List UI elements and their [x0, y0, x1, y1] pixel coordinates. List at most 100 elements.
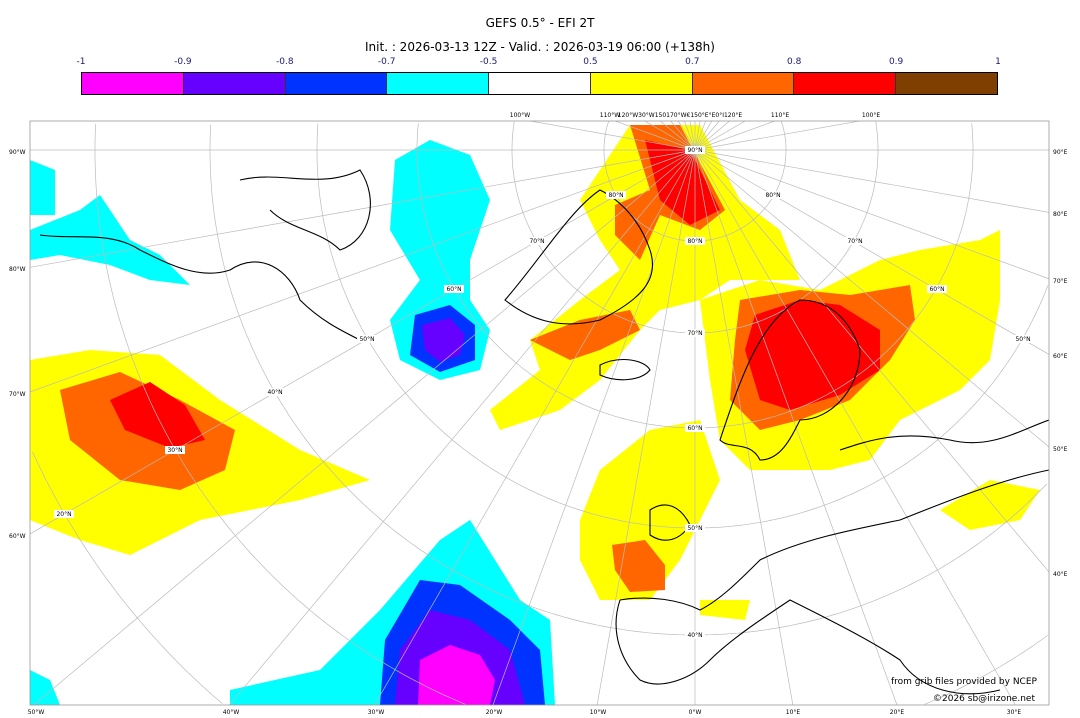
colorbar-segment: [183, 73, 286, 94]
meridian-line: [694, 149, 1016, 705]
graticule-label: 80°E: [1053, 211, 1068, 218]
latitude-circle: [316, 123, 695, 529]
meridian-line: [670, 121, 696, 151]
meridian-line: [694, 121, 701, 151]
label-background: [685, 631, 705, 639]
label-background: [685, 329, 705, 337]
graticule-label: 60°N: [929, 286, 944, 293]
coastline: [615, 599, 1001, 695]
meridian-line: [530, 121, 696, 151]
meridian-line: [615, 121, 696, 151]
efi-area-magenta: [418, 645, 495, 705]
graticule-label: 10°W: [590, 709, 607, 716]
label-background: [845, 237, 865, 245]
latitude-circle: [695, 483, 1048, 636]
latitude-circle: [94, 123, 466, 705]
meridian-line: [677, 121, 696, 151]
colorbar-tick: 0.7: [685, 57, 700, 67]
graticule-label: 80°N: [608, 192, 623, 199]
graticule-label: 120°W30°W150170°W€150°E°E0°I120°E: [618, 112, 743, 119]
coastline: [839, 419, 1049, 451]
latitude-circle: [695, 123, 974, 429]
graticule-label: 110°E: [771, 112, 789, 119]
meridian-line: [694, 121, 860, 151]
latitude-circle: [511, 121, 695, 334]
coastline: [599, 359, 651, 381]
meridian-line: [229, 149, 696, 705]
efi-area-yellow: [940, 480, 1040, 530]
graticule-label: 60°E: [1053, 353, 1068, 360]
latitude-circle: [32, 451, 223, 704]
graticule-label: 90°N: [687, 147, 702, 154]
efi-area-purple: [422, 318, 465, 362]
efi-area-red: [745, 300, 880, 410]
meridian-line: [694, 121, 775, 151]
label-background: [165, 446, 185, 454]
graticule-label: 20°W: [486, 709, 503, 716]
label-background: [685, 424, 705, 432]
credit-copyright: ©2026 sb@irizone.net: [933, 694, 1035, 704]
label-background: [265, 388, 285, 396]
meridian-line: [684, 121, 696, 151]
graticule-label: 30°W: [368, 709, 385, 716]
colorbar-segment: [896, 73, 998, 94]
graticule-label: 30°E: [1007, 709, 1022, 716]
meridian-line: [694, 121, 746, 151]
latitude-circle: [924, 635, 1048, 705]
graticule-label: 100°E: [862, 112, 880, 119]
meridian-line: [694, 149, 1049, 573]
efi-area-cyan: [30, 670, 60, 705]
meridian-line: [492, 149, 696, 705]
graticule-label: 50°E: [1053, 446, 1068, 453]
colorbar-segment: [794, 73, 897, 94]
graticule-label: 90°W: [9, 149, 26, 156]
coastline: [239, 169, 371, 251]
colorbar-tick: 0.5: [583, 57, 598, 67]
meridian-line: [694, 149, 1049, 448]
latitude-circle: [695, 285, 1049, 529]
meridian-line: [694, 121, 720, 151]
efi-area-cyan: [30, 160, 55, 215]
label-background: [1013, 335, 1033, 343]
graticule-label: 30°N: [167, 447, 182, 454]
latitude-circle: [416, 123, 695, 429]
graticule-label: 10°E: [786, 709, 801, 716]
colorbar-tick: -0.8: [275, 57, 294, 67]
colorbar-segment: [285, 73, 388, 94]
meridian-line: [374, 149, 696, 705]
label-background: [685, 146, 705, 154]
colorbar-tick: -1: [76, 57, 86, 67]
colorbar-segment: [489, 73, 591, 94]
graticule-label: 80°W: [9, 266, 26, 273]
meridian-line: [660, 121, 696, 151]
latitude-circle: [209, 124, 695, 636]
meridian-line: [596, 149, 696, 705]
label-background: [763, 191, 783, 199]
colorbar-segment: [387, 73, 490, 94]
colorbar-tick: 0.8: [787, 57, 802, 67]
latitude-circle: [695, 121, 787, 242]
graticule-label: 60°N: [687, 425, 702, 432]
meridian-line: [33, 149, 696, 705]
colorbar-tick: -0.7: [377, 57, 396, 67]
coastline: [619, 469, 1049, 611]
graticule-label: 70°N: [529, 238, 544, 245]
graticule-label: 70°E: [1053, 278, 1068, 285]
latitude-circle: [603, 121, 695, 242]
graticule-label: 70°N: [847, 238, 862, 245]
graticule-label: 70°N: [687, 330, 702, 337]
meridian-line: [694, 149, 1049, 355]
efi-area-red: [110, 382, 205, 448]
graticule-label: 50°N: [687, 525, 702, 532]
graticule-label: 60°W: [9, 533, 26, 540]
label-background: [357, 335, 377, 343]
graticule-label: 40°W: [223, 709, 240, 716]
label-background: [927, 285, 947, 293]
graticule-label: 40°N: [687, 632, 702, 639]
colorbar-tick: -0.5: [479, 57, 498, 67]
graticule-label: 0°W: [689, 709, 702, 716]
label-background: [685, 237, 705, 245]
chart-title: GEFS 0.5° - EFI 2T: [485, 16, 595, 30]
colorbar-tick: 0.9: [888, 57, 904, 67]
coastline: [39, 234, 361, 341]
